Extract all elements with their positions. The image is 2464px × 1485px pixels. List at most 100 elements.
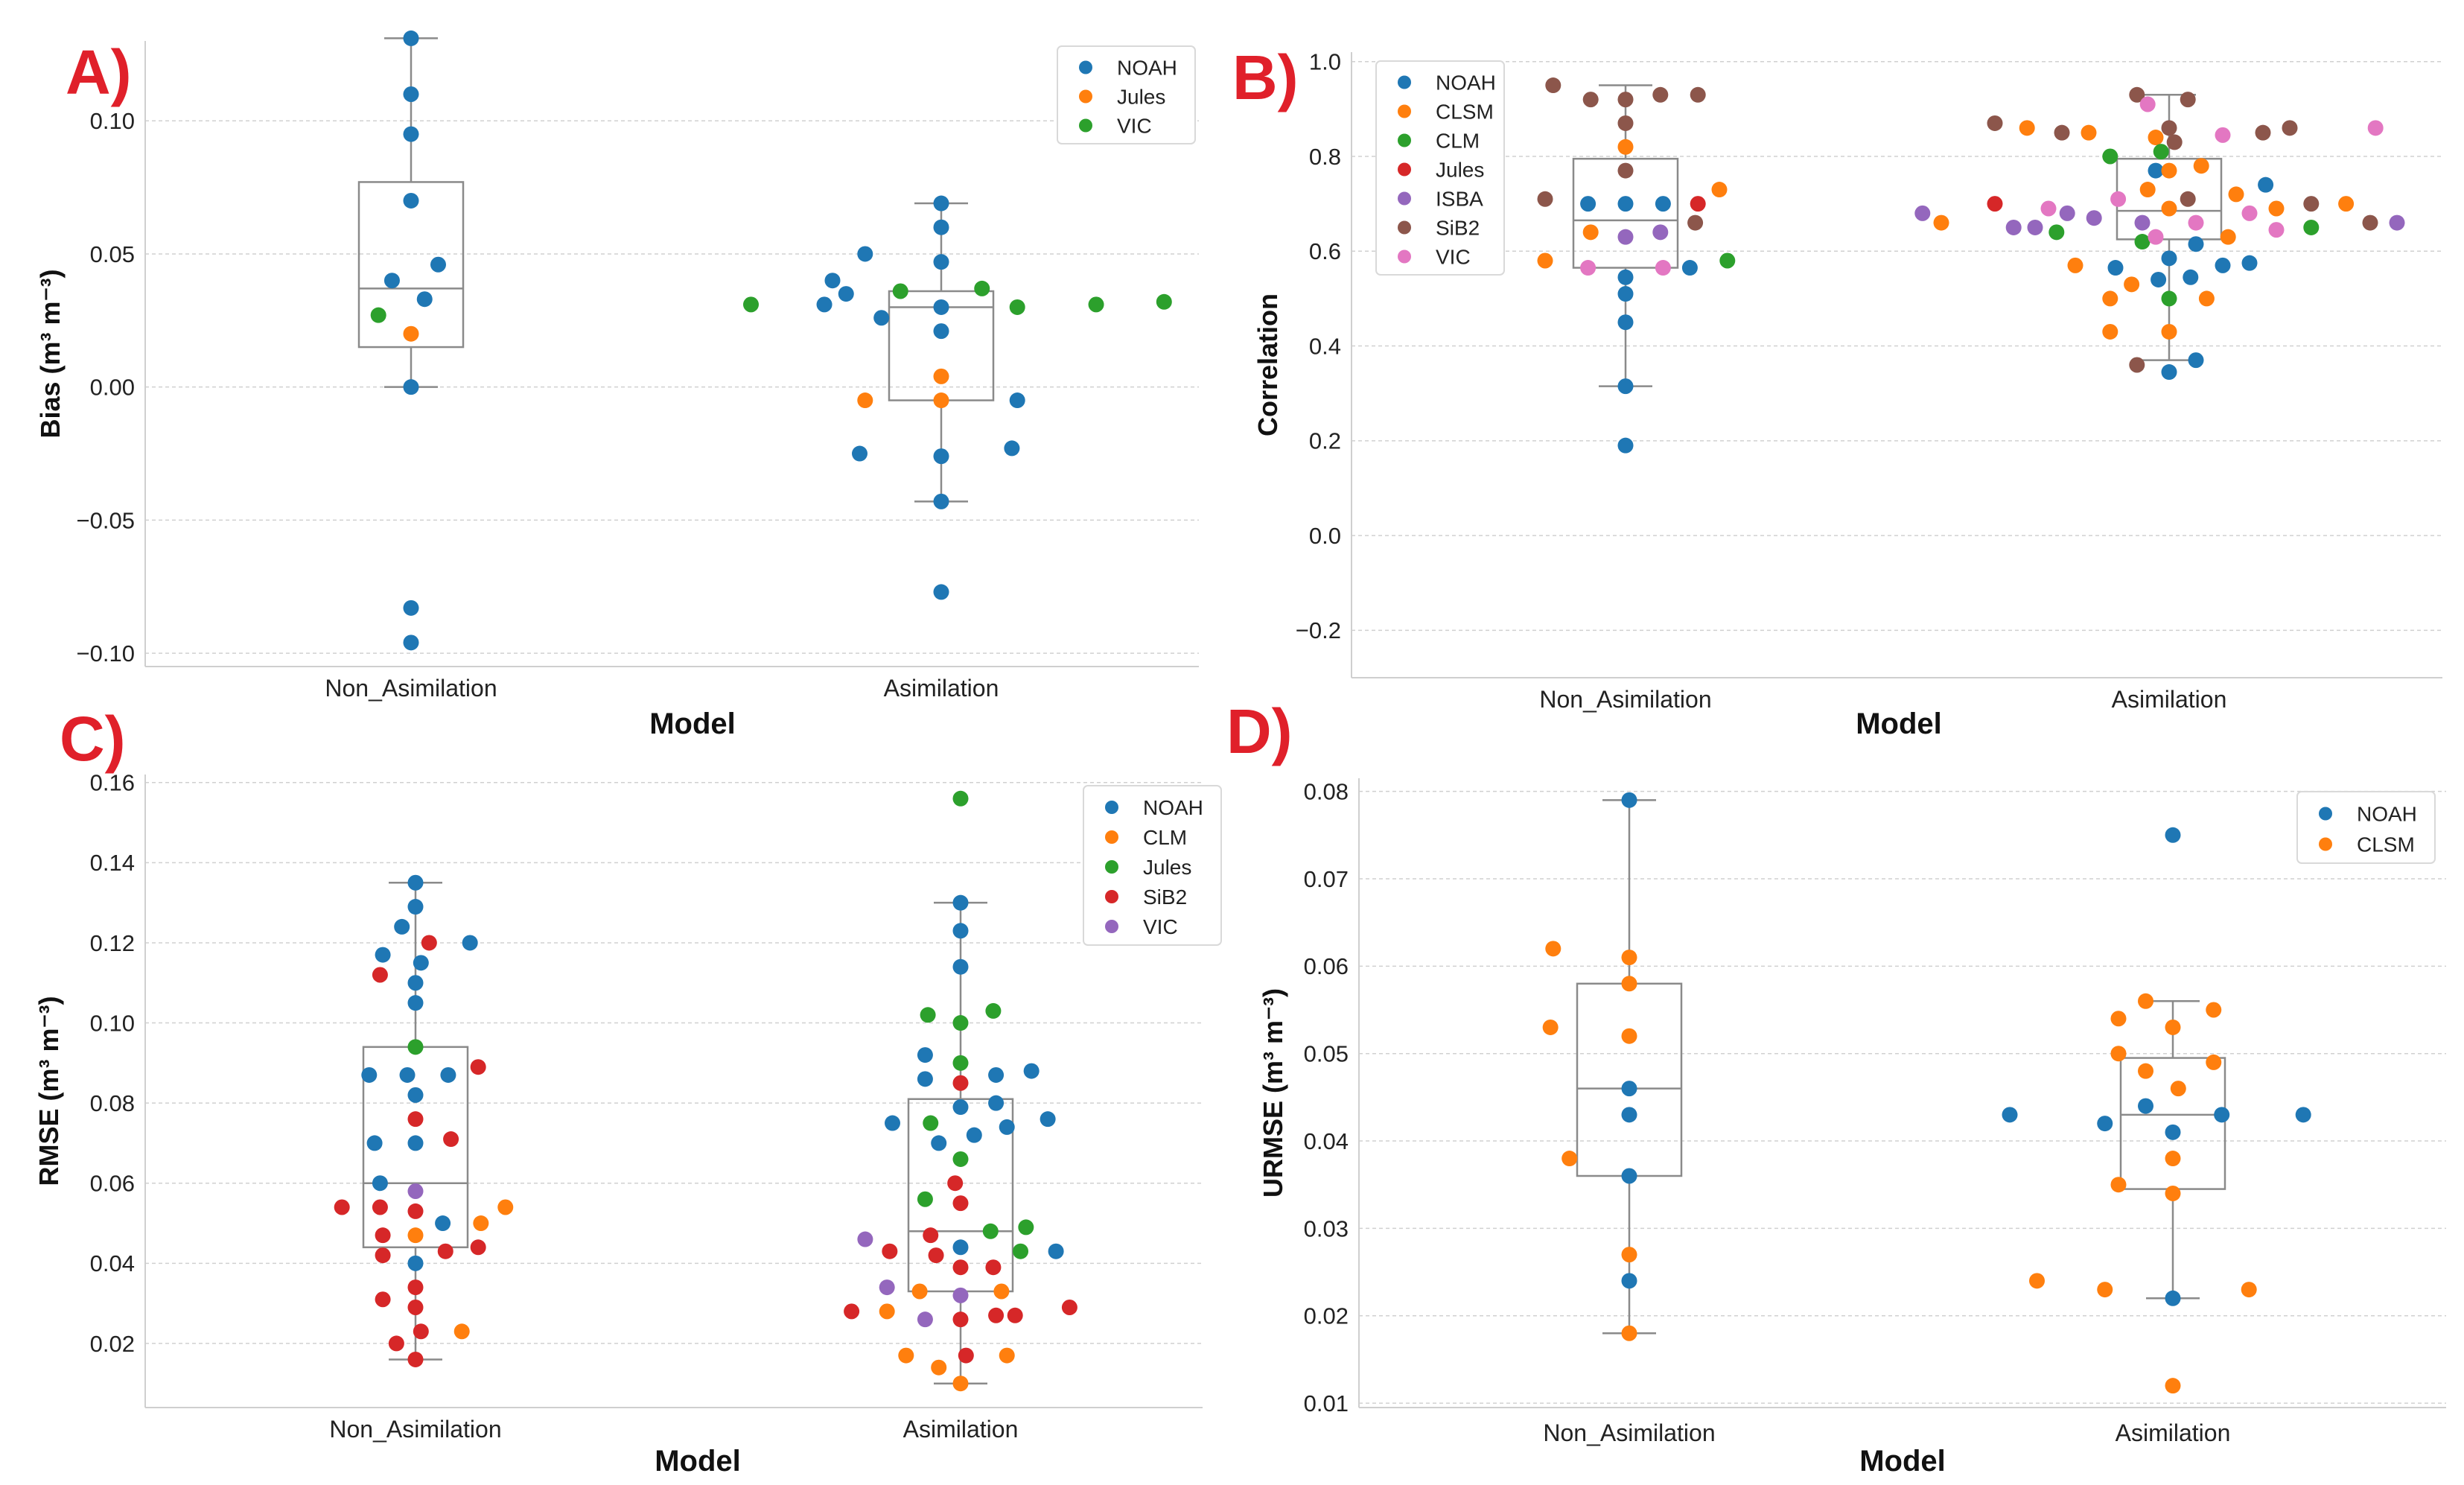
y-tick-label: 0.07 bbox=[1304, 866, 1349, 892]
legend-label: NOAH bbox=[2357, 803, 2417, 826]
data-point bbox=[2180, 92, 2196, 108]
data-point bbox=[1719, 252, 1736, 269]
data-point bbox=[1582, 224, 1599, 241]
x-tick-label: Asimilation bbox=[2116, 1419, 2231, 1446]
data-point bbox=[2255, 124, 2271, 141]
data-point bbox=[1621, 1247, 1637, 1263]
data-point bbox=[2198, 290, 2215, 307]
data-point bbox=[2048, 224, 2065, 241]
data-point bbox=[931, 1135, 947, 1151]
data-point bbox=[1621, 1081, 1637, 1097]
data-point bbox=[933, 323, 949, 340]
data-point bbox=[824, 273, 841, 289]
legend-marker bbox=[1105, 830, 1118, 844]
data-point bbox=[1617, 314, 1634, 331]
x-tick-label: Asimilation bbox=[2112, 686, 2227, 713]
data-point bbox=[2241, 255, 2258, 271]
x-tick-label: Asimilation bbox=[884, 675, 999, 702]
chart-a: −0.10 −0.05 0.00 0.05 0.10 Non_Asimilation Asi… bbox=[35, 30, 1199, 740]
data-point bbox=[933, 299, 949, 315]
data-point bbox=[403, 30, 419, 46]
data-point bbox=[1004, 440, 1020, 457]
data-point bbox=[1621, 1028, 1637, 1044]
data-point bbox=[933, 493, 949, 509]
legend-label: SiB2 bbox=[1143, 885, 1187, 909]
data-point bbox=[952, 1259, 969, 1276]
data-point bbox=[497, 1199, 514, 1215]
data-point bbox=[1542, 1019, 1559, 1035]
data-point bbox=[1987, 196, 2003, 212]
data-point bbox=[933, 195, 949, 212]
box-iqr bbox=[1572, 157, 1679, 269]
y-tick-label: 0.8 bbox=[1309, 144, 1341, 170]
data-point bbox=[2165, 1019, 2181, 1035]
data-point bbox=[2086, 210, 2102, 226]
data-point bbox=[928, 1247, 944, 1264]
data-point bbox=[2110, 1177, 2127, 1193]
data-point bbox=[1617, 378, 1634, 395]
data-point bbox=[2134, 214, 2151, 231]
data-point bbox=[2040, 200, 2057, 217]
data-point bbox=[892, 283, 908, 299]
legend-marker bbox=[1398, 191, 1411, 206]
data-point bbox=[2188, 352, 2204, 369]
data-point bbox=[1545, 77, 1562, 94]
data-point bbox=[2165, 1378, 2181, 1394]
data-point bbox=[403, 600, 419, 616]
data-point bbox=[844, 1303, 860, 1320]
data-point bbox=[879, 1279, 895, 1296]
legend-marker bbox=[1105, 920, 1118, 933]
data-point bbox=[933, 368, 949, 384]
series-clsm bbox=[1537, 120, 2355, 340]
data-point bbox=[2148, 130, 2164, 146]
data-point bbox=[1617, 92, 1634, 108]
data-point bbox=[462, 935, 478, 951]
data-point bbox=[440, 1066, 456, 1083]
data-point bbox=[2282, 120, 2298, 136]
legend-label: CLM bbox=[1436, 130, 1480, 153]
data-point bbox=[2228, 186, 2244, 203]
series-jules bbox=[1690, 196, 2003, 212]
data-point bbox=[407, 1111, 424, 1128]
data-point bbox=[435, 1215, 451, 1232]
data-point bbox=[370, 307, 386, 323]
data-point bbox=[2165, 1185, 2181, 1201]
box-iqr bbox=[357, 181, 465, 349]
data-point bbox=[933, 448, 949, 465]
data-point bbox=[2206, 1054, 2222, 1070]
data-point bbox=[1690, 86, 1706, 103]
data-point bbox=[2206, 1002, 2222, 1018]
data-point bbox=[952, 958, 969, 975]
data-point bbox=[413, 1323, 429, 1340]
data-point bbox=[1621, 950, 1637, 966]
y-tick-label: 0.2 bbox=[1309, 428, 1341, 454]
data-point bbox=[375, 1227, 391, 1244]
data-point bbox=[2134, 234, 2151, 250]
data-point bbox=[403, 379, 419, 395]
data-point bbox=[407, 1135, 424, 1151]
legend-marker bbox=[1079, 60, 1092, 74]
legend-label: Jules bbox=[1436, 159, 1484, 182]
legend: NOAH CLSM CLM Jules ISBA SiB2 VIC bbox=[1375, 60, 1505, 276]
data-point bbox=[407, 899, 424, 915]
data-point bbox=[999, 1119, 1015, 1135]
legend: NOAH CLSM bbox=[2296, 791, 2436, 864]
data-point bbox=[952, 1015, 969, 1031]
data-point bbox=[1562, 1151, 1578, 1167]
data-point bbox=[1617, 115, 1634, 131]
legend-marker bbox=[1105, 860, 1118, 874]
data-point bbox=[430, 256, 446, 273]
data-point bbox=[857, 392, 873, 409]
x-axis-title: Model bbox=[649, 707, 736, 740]
y-axis-title: Bias (m³ m⁻³) bbox=[35, 269, 66, 438]
y-tick-label: 0.02 bbox=[90, 1331, 135, 1357]
x-tick-label: Non_Asimilation bbox=[1539, 686, 1711, 713]
data-point bbox=[2110, 1011, 2127, 1027]
data-point bbox=[1156, 293, 1172, 310]
box-non_asimilation bbox=[357, 37, 465, 388]
data-point bbox=[2054, 124, 2070, 141]
data-point bbox=[2102, 290, 2118, 307]
legend-frame bbox=[1083, 785, 1222, 946]
panel-c-label: C) bbox=[60, 704, 126, 774]
x-axis-title: Model bbox=[1859, 1445, 1946, 1478]
